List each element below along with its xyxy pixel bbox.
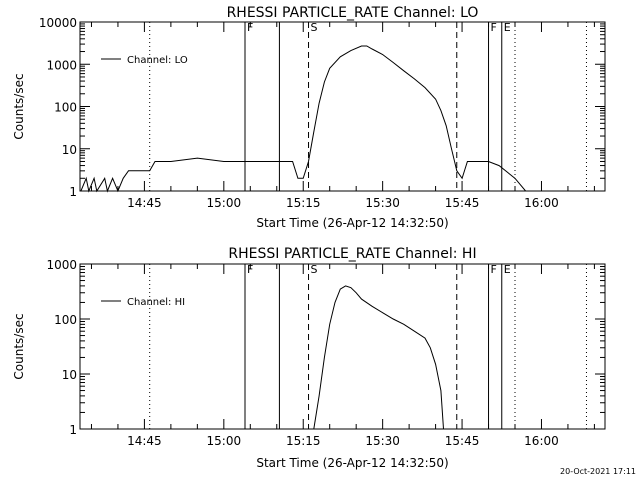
y-tick-label: 10000 [39, 16, 77, 30]
event-marker-label: S [311, 263, 318, 276]
y-tick-label: 1 [69, 185, 77, 199]
x-tick-label: 14:45 [127, 196, 162, 210]
event-marker-label: F [247, 21, 253, 34]
y-tick-label: 100 [54, 313, 77, 327]
y-tick-label: 1 [69, 423, 77, 437]
x-tick-label: 15:45 [445, 434, 480, 448]
lo-panel: RHESSI PARTICLE_RATE Channel: LO 1 10 100 10… [12, 5, 606, 230]
x-tick-label: 14:45 [127, 434, 162, 448]
x-tick-label: 15:45 [445, 196, 480, 210]
event-marker-label: F [491, 21, 497, 34]
x-tick-label: 15:00 [207, 196, 242, 210]
y-axis-label: Counts/sec [12, 73, 26, 139]
y-tick-label: 100 [54, 101, 77, 115]
event-marker-label: F [247, 263, 253, 276]
x-tick-label: 15:30 [365, 434, 400, 448]
x-tick-label: 15:15 [286, 196, 321, 210]
event-marker-label: E [504, 263, 511, 276]
event-marker-label: F [491, 263, 497, 276]
event-marker-label: E [504, 21, 511, 34]
x-tick-label: 16:00 [524, 196, 559, 210]
hi-panel: RHESSI PARTICLE_RATE Channel: HI 1 10 100 10… [12, 246, 606, 470]
chart-title: RHESSI PARTICLE_RATE Channel: HI [228, 246, 476, 262]
x-axis-label: Start Time (26-Apr-12 14:32:50) [256, 216, 448, 230]
plot-frame [79, 263, 606, 430]
x-tick-label: 15:00 [207, 434, 242, 448]
x-tick-label: 16:00 [524, 434, 559, 448]
x-tick-label: 15:15 [286, 434, 321, 448]
event-marker-label: S [311, 21, 318, 34]
y-tick-label: 10 [62, 368, 77, 382]
legend-label: Channel: HI [127, 297, 185, 308]
chart-title: RHESSI PARTICLE_RATE Channel: LO [227, 5, 479, 21]
timestamp: 20-Oct-2021 17:11 [560, 467, 636, 476]
y-axis-label: Counts/sec [12, 313, 26, 379]
series-line [80, 45, 542, 193]
legend-label: Channel: LO [127, 55, 188, 66]
y-tick-label: 1000 [46, 58, 77, 72]
x-tick-label: 15:30 [365, 196, 400, 210]
y-tick-label: 1000 [46, 258, 77, 272]
series-line [313, 285, 444, 430]
y-tick-label: 10 [62, 143, 77, 157]
x-axis-label: Start Time (26-Apr-12 14:32:50) [256, 456, 448, 470]
